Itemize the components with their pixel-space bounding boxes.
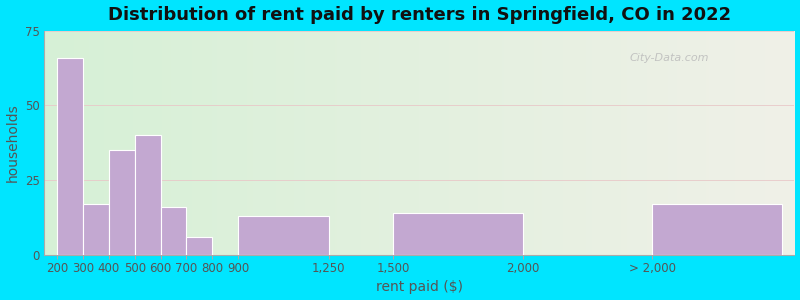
- Text: City-Data.com: City-Data.com: [630, 52, 709, 63]
- Bar: [134, 135, 161, 255]
- Bar: [83, 204, 109, 255]
- Bar: [57, 58, 83, 255]
- Bar: [238, 216, 329, 255]
- Bar: [109, 150, 134, 255]
- Title: Distribution of rent paid by renters in Springfield, CO in 2022: Distribution of rent paid by renters in …: [108, 6, 731, 24]
- X-axis label: rent paid ($): rent paid ($): [376, 280, 462, 294]
- Y-axis label: households: households: [6, 103, 19, 182]
- Bar: [394, 213, 522, 255]
- Bar: [186, 237, 212, 255]
- Bar: [161, 207, 186, 255]
- Bar: [652, 204, 782, 255]
